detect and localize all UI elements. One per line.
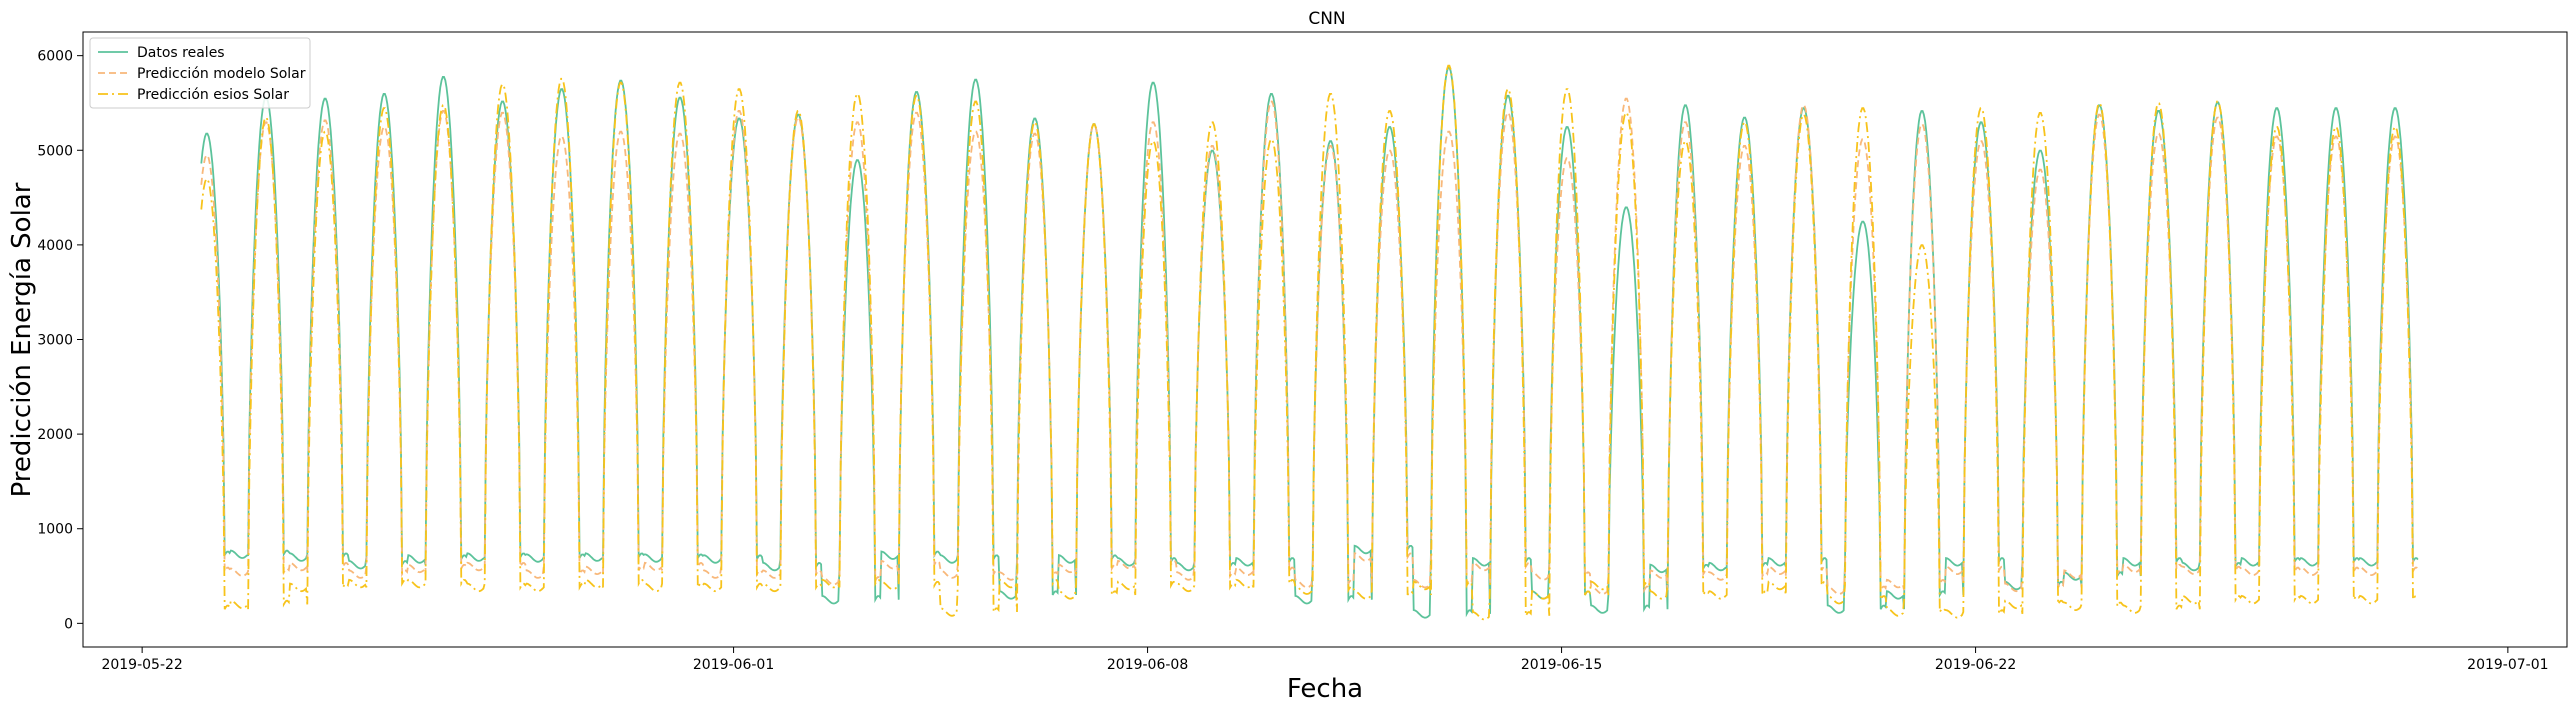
x-tick-label: 2019-06-01 [693,657,774,673]
x-tick-label: 2019-05-22 [101,657,182,673]
y-tick-label: 0 [64,616,73,632]
x-tick-label: 2019-07-01 [2467,657,2548,673]
x-tick-label: 2019-06-22 [1935,657,2016,673]
legend-label-prediccion-esios: Predicción esios Solar [137,87,289,103]
y-tick-label: 5000 [37,143,73,159]
y-axis: 0 1000 2000 3000 4000 5000 6000 [37,49,83,632]
legend: Datos reales Predicción modelo Solar Pre… [89,37,311,109]
series-line-2 [200,64,2419,621]
x-tick-label: 2019-06-08 [1107,657,1188,673]
legend-label-datos-reales: Datos reales [137,45,225,61]
series-layer [200,64,2419,621]
y-tick-label: 6000 [37,49,73,65]
series-line-1 [200,97,2419,595]
series-line-0 [200,66,2419,619]
y-axis-label: Predicción Energía Solar [7,182,37,497]
x-axis-label: Fecha [1287,674,1363,704]
y-tick-label: 1000 [37,522,73,538]
legend-box [89,37,311,109]
legend-label-prediccion-modelo: Predicción modelo Solar [137,66,306,82]
x-axis: 2019-05-22 2019-06-01 2019-06-08 2019-06-15… [101,647,2549,673]
chart-title: CNN [1308,9,1345,29]
y-tick-label: 4000 [37,238,73,254]
x-tick-label: 2019-06-15 [1521,657,1602,673]
y-tick-label: 2000 [37,427,73,443]
y-tick-label: 3000 [37,333,73,349]
